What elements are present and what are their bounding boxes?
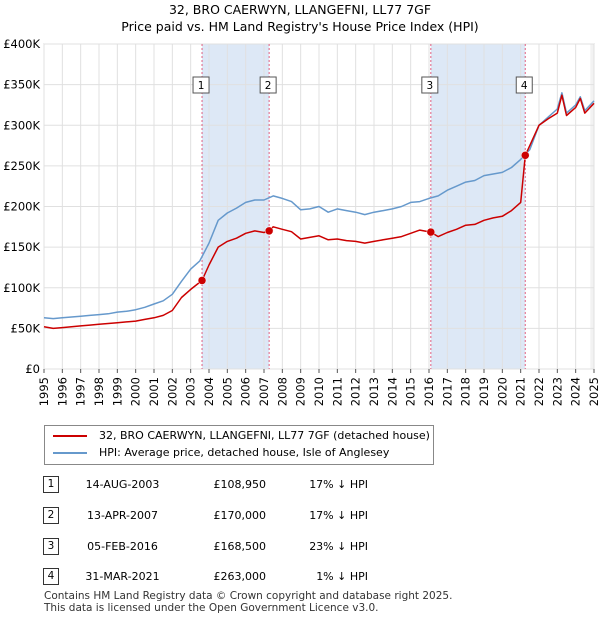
footer-copyright: Contains HM Land Registry data © Crown c… bbox=[44, 590, 453, 602]
sale-number-label: 4 bbox=[521, 80, 528, 92]
x-tick-label: 2017 bbox=[440, 377, 454, 406]
legend-label-property: 32, BRO CAERWYN, LLANGEFNI, LL77 7GF (de… bbox=[99, 429, 430, 442]
y-tick-label: £350K bbox=[3, 78, 40, 92]
sale-point bbox=[521, 151, 530, 160]
sale-number-label: 3 bbox=[426, 80, 433, 92]
x-tick-label: 2015 bbox=[404, 377, 418, 406]
x-tick-label: 2011 bbox=[330, 377, 344, 406]
x-tick-label: 1999 bbox=[110, 377, 124, 406]
sale-number-box bbox=[192, 76, 210, 94]
sale-number-badge: 4 bbox=[43, 568, 59, 585]
sale-price: £168,500 bbox=[213, 540, 267, 553]
price-chart: £0 £50K £100K £150K £200K £250K £300K £350K £400… bbox=[3, 37, 600, 406]
footer-licence: This data is licensed under the Open Gov… bbox=[44, 602, 379, 614]
sale-number-label: 2 bbox=[265, 80, 272, 92]
sale-point bbox=[426, 227, 436, 237]
x-tick-label: 2025 bbox=[587, 377, 600, 406]
legend-swatch-property bbox=[53, 435, 87, 437]
sale-row: 2 13-APR-2007 £170,000 17% ↓ HPI bbox=[0, 507, 600, 527]
x-tick-label: 2004 bbox=[202, 377, 216, 406]
sale-number-badge: 2 bbox=[43, 507, 59, 524]
x-tick-label: 1995 bbox=[37, 377, 51, 406]
sale-number-badge: 1 bbox=[43, 476, 59, 493]
x-tick-label: 2023 bbox=[550, 377, 564, 406]
x-tick-label: 2001 bbox=[147, 377, 161, 406]
x-tick-label: 2018 bbox=[459, 377, 473, 406]
x-tick-label: 2012 bbox=[349, 377, 363, 406]
x-tick-label: 2014 bbox=[385, 377, 399, 406]
y-tick-label: £100K bbox=[3, 281, 40, 295]
sale-date: 14-AUG-2003 bbox=[85, 478, 160, 491]
sale-date: 05-FEB-2016 bbox=[87, 540, 158, 553]
x-tick-label: 2020 bbox=[495, 377, 509, 406]
x-tick-label: 2000 bbox=[129, 377, 143, 406]
sale-point bbox=[264, 226, 274, 236]
sale-number-box bbox=[421, 76, 439, 94]
hpi-line bbox=[43, 92, 595, 320]
sale-price: £170,000 bbox=[213, 509, 267, 522]
sale-hpi-diff: 17% ↓ HPI bbox=[309, 478, 368, 491]
x-tick-label: 2007 bbox=[257, 377, 271, 406]
sale-row: 4 31-MAR-2021 £263,000 1% ↓ HPI bbox=[0, 568, 600, 588]
legend-item-hpi: HPI: Average price, detached house, Isle… bbox=[53, 445, 389, 461]
y-tick-label: £200K bbox=[3, 200, 40, 214]
sale-row: 3 05-FEB-2016 £168,500 23% ↓ HPI bbox=[0, 538, 600, 558]
sale-number-box bbox=[259, 76, 277, 94]
x-tick-label: 2024 bbox=[569, 377, 583, 406]
chart-legend: 32, BRO CAERWYN, LLANGEFNI, LL77 7GF (de… bbox=[44, 425, 434, 465]
x-tick-label: 2006 bbox=[239, 377, 253, 406]
x-tick-label: 1996 bbox=[55, 377, 69, 406]
x-tick-label: 2008 bbox=[275, 377, 289, 406]
x-tick-label: 1997 bbox=[74, 377, 88, 406]
y-tick-label: £400K bbox=[3, 37, 40, 51]
sale-date: 31-MAR-2021 bbox=[85, 570, 160, 583]
x-tick-label: 2013 bbox=[367, 377, 381, 406]
x-tick-label: 2005 bbox=[220, 377, 234, 406]
property-line bbox=[43, 94, 595, 330]
x-tick-label: 2002 bbox=[165, 377, 179, 406]
sale-row: 1 14-AUG-2003 £108,950 17% ↓ HPI bbox=[0, 476, 600, 496]
legend-label-hpi: HPI: Average price, detached house, Isle… bbox=[99, 446, 390, 459]
y-tick-label: £150K bbox=[3, 240, 40, 254]
sale-price: £108,950 bbox=[213, 478, 267, 491]
chart-subtitle: Price paid vs. HM Land Registry's House … bbox=[121, 19, 479, 34]
sale-number-badge: 3 bbox=[43, 538, 59, 555]
x-tick-label: 2009 bbox=[294, 377, 308, 406]
sale-date: 13-APR-2007 bbox=[86, 509, 159, 522]
y-tick-label: £0 bbox=[25, 362, 40, 376]
sale-hpi-diff: 17% ↓ HPI bbox=[309, 509, 368, 522]
x-tick-label: 2022 bbox=[532, 377, 546, 406]
x-tick-label: 2003 bbox=[184, 377, 198, 406]
y-tick-label: £250K bbox=[3, 159, 40, 173]
sale-number-box bbox=[515, 76, 533, 94]
sale-point bbox=[197, 276, 207, 285]
x-tick-label: 2019 bbox=[477, 377, 491, 406]
x-tick-label: 1998 bbox=[92, 377, 106, 406]
legend-item-property: 32, BRO CAERWYN, LLANGEFNI, LL77 7GF (de… bbox=[53, 428, 430, 444]
sale-hpi-diff: 23% ↓ HPI bbox=[309, 540, 368, 553]
y-tick-label: £300K bbox=[3, 118, 40, 132]
sale-price: £263,000 bbox=[213, 570, 267, 583]
sale-number-label: 1 bbox=[198, 80, 205, 92]
x-tick-label: 2010 bbox=[312, 377, 326, 406]
y-tick-label: £50K bbox=[11, 321, 41, 335]
x-tick-label: 2021 bbox=[514, 377, 528, 406]
chart-title: 32, BRO CAERWYN, LLANGEFNI, LL77 7GF bbox=[168, 2, 432, 17]
x-tick-label: 2016 bbox=[422, 377, 436, 406]
sale-hpi-diff: 1% ↓ HPI bbox=[316, 570, 368, 583]
legend-swatch-hpi bbox=[53, 452, 87, 454]
